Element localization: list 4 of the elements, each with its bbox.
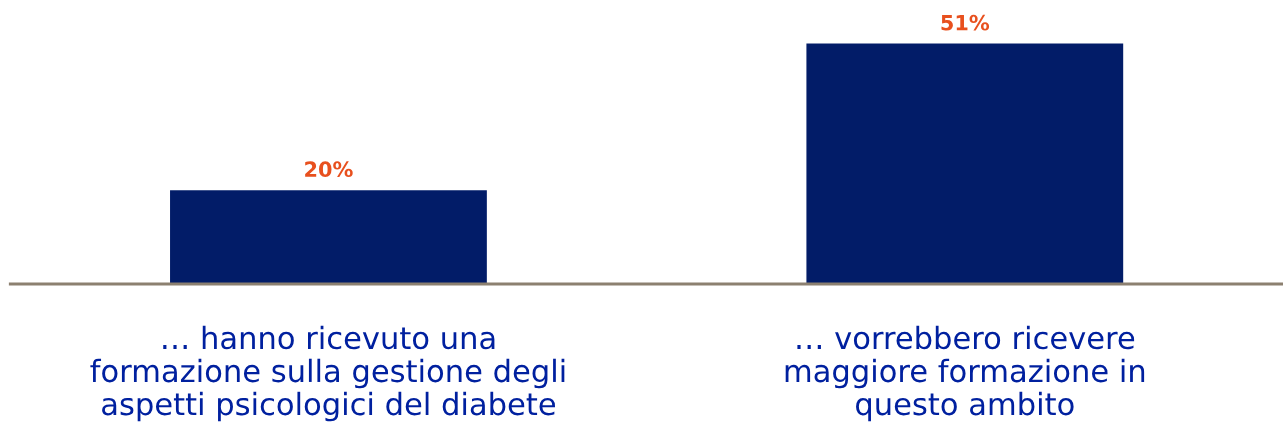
data-label: 51% <box>941 14 990 31</box>
x-tick-label: … vorrebbero ricevere maggiore formazione in questo ambito <box>785 325 1145 422</box>
data-label: 20% <box>305 161 353 178</box>
x-tick-label: … hanno ricevuto una formazione sulla gestione degli aspetti psicologici del diabete <box>90 325 565 422</box>
